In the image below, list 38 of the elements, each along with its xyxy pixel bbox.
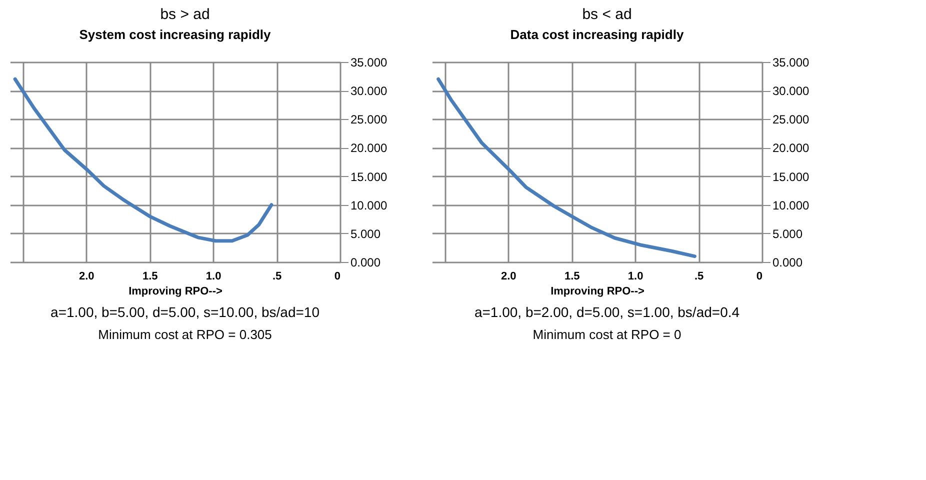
y-tick-label: 15.000: [772, 170, 810, 184]
line-series: [13, 77, 274, 243]
chart-title: Data cost increasing rapidly: [510, 27, 684, 42]
line-series: [436, 77, 696, 258]
y-tick-label: 35.000: [350, 56, 388, 70]
text: a=1.00, b=2.00, d=5.00, s=1.00, bs/ad=0.4: [474, 304, 740, 320]
y-tick-label: 5.000: [350, 226, 381, 241]
x-tick-label: 1.5: [564, 270, 580, 282]
x-tick-label: 1.5: [142, 270, 158, 282]
text: Minimum cost at RPO = 0.305: [98, 327, 272, 342]
x-tick-label: 2.0: [501, 270, 516, 282]
text: bs > ad: [160, 6, 210, 23]
y-tick-label: 10.000: [350, 198, 388, 212]
y-tick-label: 15.000: [350, 170, 388, 184]
y-tick-label: 20.000: [772, 141, 810, 156]
y-tick-label: 30.000: [350, 84, 388, 98]
x-axis-title: Improving RPO-->: [128, 286, 222, 298]
x-tick-label: 2.0: [79, 270, 94, 282]
x-tick-label: 1.0: [206, 270, 222, 282]
y-tick-label: 25.000: [350, 112, 388, 127]
x-tick-label: 0: [334, 270, 340, 282]
x-tick-label: 0: [756, 270, 762, 282]
y-tick-label: 0.000: [772, 256, 803, 270]
y-tick-label: 5.000: [772, 226, 803, 241]
chart-title: System cost increasing rapidly: [79, 27, 272, 42]
text: a=1.00, b=5.00, d=5.00, s=10.00, bs/ad=10: [50, 304, 320, 320]
y-tick-label: 35.000: [772, 56, 810, 70]
x-axis-title: Improving RPO-->: [550, 286, 644, 298]
x-tick-label: 1.0: [628, 270, 644, 282]
text: bs < ad: [582, 6, 632, 23]
y-tick-label: 20.000: [350, 141, 388, 156]
y-tick-label: 30.000: [772, 84, 810, 98]
y-tick-label: 25.000: [772, 112, 810, 127]
text: Minimum cost at RPO = 0: [532, 327, 682, 342]
x-tick-label: .5: [694, 270, 704, 282]
x-tick-label: .5: [272, 270, 282, 282]
y-tick-label: 0.000: [350, 256, 381, 270]
y-tick-label: 10.000: [772, 198, 810, 212]
